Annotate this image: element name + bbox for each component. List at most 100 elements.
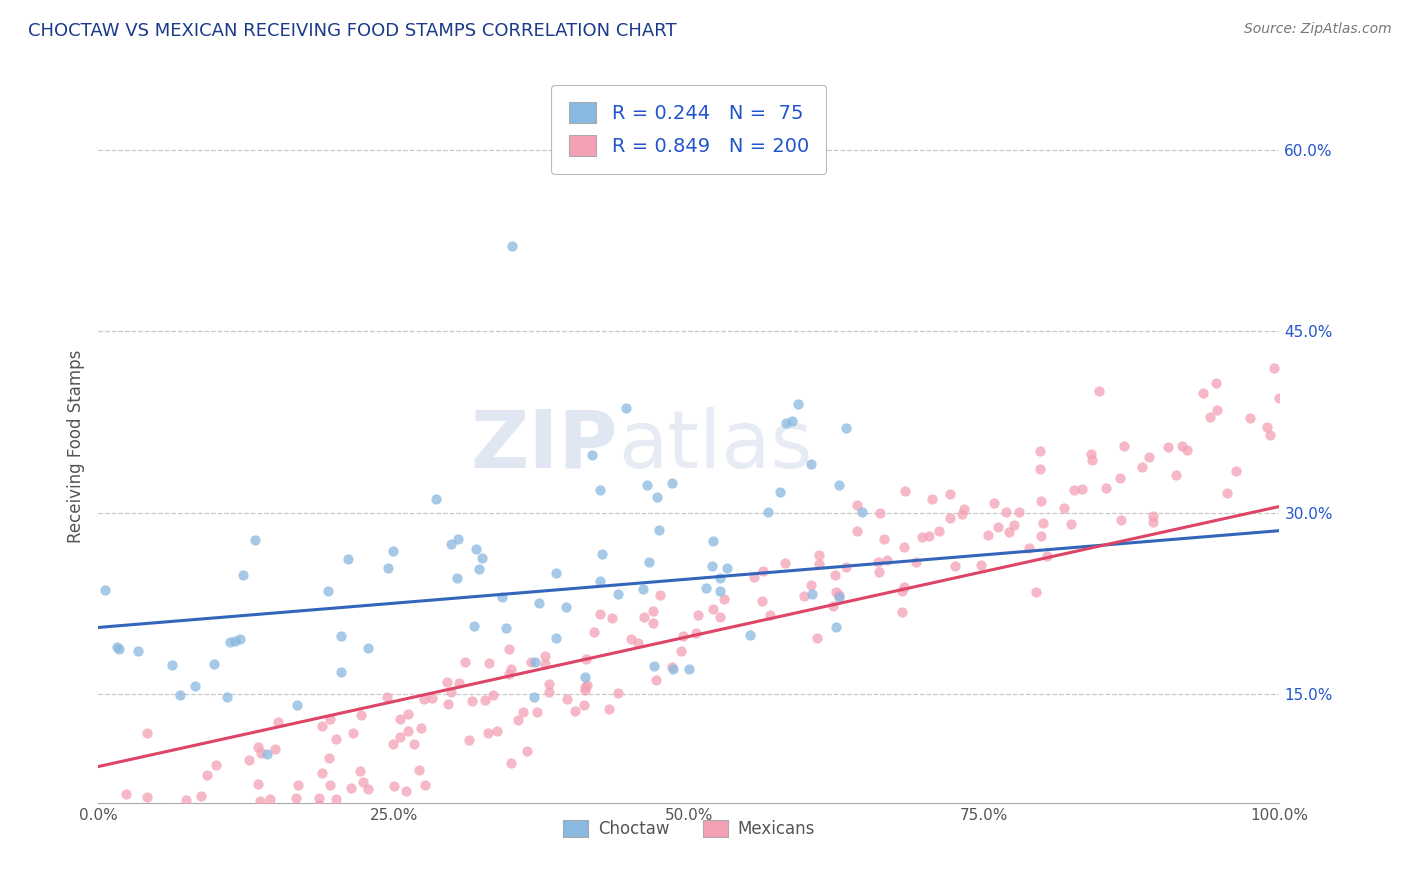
Point (873, 532, 896, 546)
Point (845, 498, 868, 512)
Point (1081, 453, 1104, 467)
Point (396, 723, 419, 738)
Point (408, 763, 430, 777)
Point (91, 808, 114, 822)
Point (773, 556, 796, 570)
Point (631, 582, 654, 597)
Point (793, 590, 815, 604)
Point (641, 616, 664, 631)
Point (614, 401, 637, 415)
Point (686, 608, 709, 623)
Point (607, 686, 630, 700)
Point (381, 737, 404, 751)
Point (589, 483, 612, 498)
Point (950, 508, 973, 522)
Point (477, 726, 499, 740)
Point (342, 726, 364, 740)
Point (107, 808, 129, 822)
Point (661, 475, 683, 490)
Point (388, 730, 411, 744)
Point (499, 756, 522, 771)
Point (638, 555, 661, 569)
Point (977, 528, 1000, 542)
Point (422, 691, 444, 706)
Point (555, 692, 578, 706)
Point (1239, 410, 1261, 425)
Point (589, 607, 612, 622)
Point (876, 552, 898, 566)
Point (943, 558, 966, 573)
Point (1095, 481, 1118, 495)
Point (828, 588, 851, 602)
Point (1142, 509, 1164, 524)
Point (738, 628, 761, 642)
Point (325, 731, 347, 746)
Point (953, 501, 976, 516)
Point (246, 777, 269, 791)
Point (463, 619, 485, 633)
Point (987, 520, 1010, 534)
Point (537, 676, 560, 690)
Point (1029, 444, 1052, 458)
Point (163, 801, 186, 815)
Text: CHOCTAW VS MEXICAN RECEIVING FOOD STAMPS CORRELATION CHART: CHOCTAW VS MEXICAN RECEIVING FOOD STAMPS… (28, 22, 676, 40)
Point (501, 239, 523, 253)
Point (197, 808, 219, 822)
Point (491, 590, 513, 604)
Point (678, 662, 700, 676)
Point (136, 790, 159, 805)
Point (786, 397, 808, 411)
Point (627, 636, 650, 650)
Point (1060, 517, 1083, 532)
Point (508, 713, 530, 727)
Point (1171, 439, 1194, 453)
Point (582, 624, 605, 639)
Point (245, 533, 267, 548)
Point (866, 555, 889, 569)
Point (259, 792, 281, 806)
Point (87, 808, 110, 822)
Y-axis label: Receiving Food Stamps: Receiving Food Stamps (66, 350, 84, 542)
Point (983, 495, 1005, 509)
Point (834, 421, 856, 435)
Point (357, 782, 380, 797)
Point (891, 584, 914, 599)
Point (845, 524, 868, 539)
Point (229, 808, 252, 822)
Point (928, 524, 950, 538)
Point (319, 778, 342, 792)
Point (669, 643, 692, 657)
Point (108, 642, 131, 657)
Point (308, 791, 330, 805)
Point (89, 805, 111, 819)
Point (633, 610, 655, 624)
Point (647, 490, 669, 504)
Point (352, 774, 374, 789)
Point (835, 560, 858, 574)
Point (339, 781, 361, 796)
Point (1109, 512, 1132, 526)
Point (160, 658, 183, 673)
Point (868, 565, 890, 579)
Point (264, 742, 287, 756)
Point (131, 808, 153, 822)
Point (396, 707, 419, 722)
Point (709, 610, 731, 624)
Point (890, 605, 912, 619)
Point (752, 564, 775, 578)
Point (939, 487, 962, 501)
Point (174, 793, 197, 807)
Point (1112, 439, 1135, 453)
Point (1002, 518, 1025, 533)
Point (1063, 483, 1085, 497)
Point (1175, 443, 1198, 458)
Point (250, 746, 273, 760)
Point (413, 691, 436, 706)
Point (318, 751, 340, 765)
Point (360, 808, 382, 822)
Point (1036, 549, 1059, 563)
Point (828, 478, 851, 492)
Point (467, 562, 489, 576)
Legend: Choctaw, Mexicans: Choctaw, Mexicans (557, 813, 821, 845)
Point (349, 764, 371, 778)
